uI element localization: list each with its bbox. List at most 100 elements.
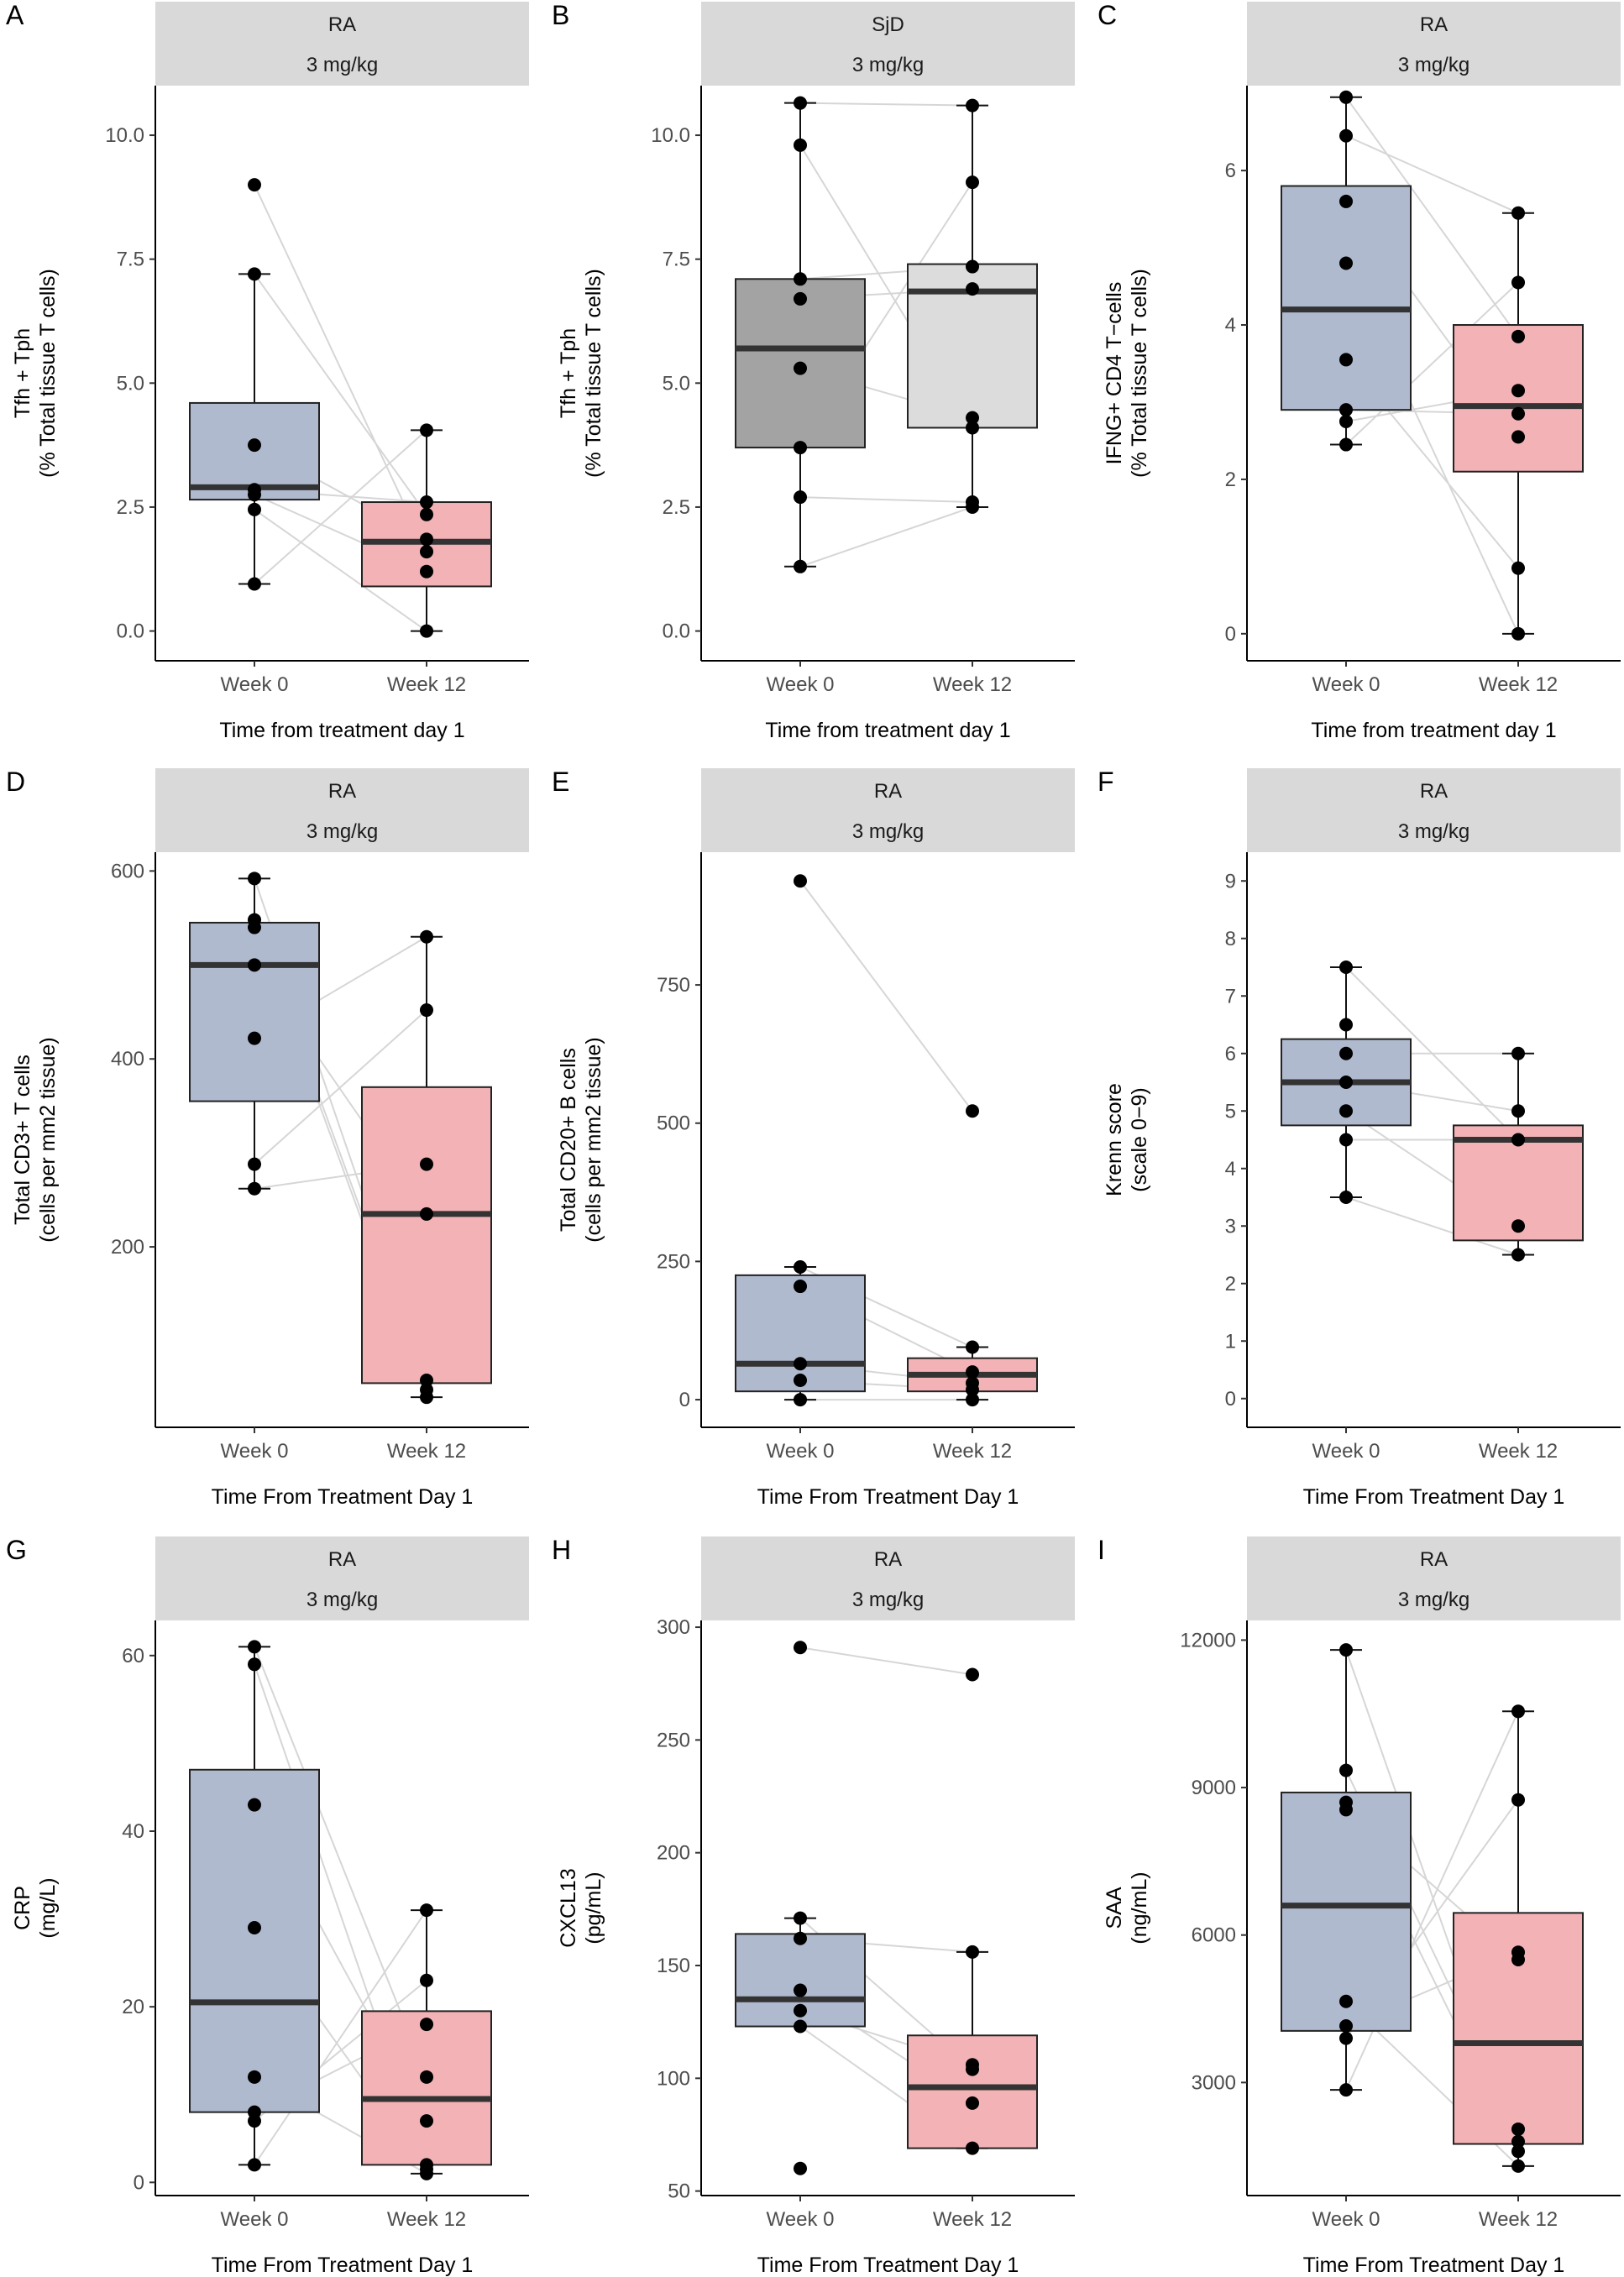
data-point (1511, 2134, 1525, 2149)
y-axis-title: Tfh + Tph (11, 328, 34, 418)
x-tick-label: Week 0 (1312, 673, 1380, 696)
x-tick-label: Week 0 (1312, 1440, 1380, 1463)
panel-letter: E (552, 767, 569, 797)
data-point (1339, 2083, 1353, 2097)
data-point (248, 577, 261, 591)
data-point (420, 2018, 433, 2032)
data-point (1339, 1104, 1353, 1118)
x-tick-label: Week 12 (933, 2208, 1012, 2231)
data-point (966, 1365, 979, 1379)
data-point (248, 1181, 261, 1196)
paired-line (799, 496, 973, 504)
x-tick-label: Week 12 (933, 673, 1012, 696)
data-point (794, 1374, 807, 1388)
paired-line (254, 1009, 427, 1165)
x-tick-label: Week 0 (767, 2208, 835, 2231)
paired-line (799, 505, 973, 568)
y-axis-title: Total CD3+ T cells (11, 1055, 34, 1225)
strip-cohort: SjD (872, 13, 904, 36)
data-point (420, 624, 433, 638)
data-point (248, 872, 261, 886)
data-point (1511, 1793, 1525, 1807)
data-point (794, 138, 807, 152)
paired-line (254, 184, 427, 552)
paired-line (799, 102, 973, 107)
data-point (248, 1031, 261, 1045)
data-point (420, 1903, 433, 1918)
facet-strip (155, 768, 529, 852)
facet-strip (155, 2, 529, 86)
y-axis-subtitle: (% Total tissue T cells) (1128, 269, 1151, 478)
data-point (794, 1259, 807, 1274)
data-point (966, 1667, 979, 1682)
strip-cohort: RA (1420, 780, 1448, 803)
strip-dose: 3 mg/kg (1398, 820, 1469, 843)
panel-c: C RA 3 mg/kg 0 2 4 6 Week 0 Week 12 Time from tre… (1098, 0, 1621, 742)
panel-letter: H (552, 1535, 571, 1565)
data-point (1339, 1803, 1353, 1817)
data-point (420, 2114, 433, 2128)
x-tick-label: Week 12 (387, 673, 466, 696)
strip-dose: 3 mg/kg (306, 820, 378, 843)
data-point (420, 532, 433, 547)
x-tick-label: Week 0 (1312, 2208, 1380, 2231)
paired-line (1345, 97, 1519, 338)
panel-letter: F (1098, 767, 1114, 797)
x-axis-title: Time From Treatment Day 1 (1303, 2253, 1565, 2277)
y-tick-label: 50 (668, 2180, 690, 2203)
data-point (420, 495, 433, 510)
paired-line (799, 1646, 973, 1676)
x-axis-title: Time from treatment day 1 (765, 719, 1010, 742)
data-point (966, 175, 979, 190)
strip-cohort: RA (874, 780, 902, 803)
data-point (420, 564, 433, 578)
data-point (1511, 430, 1525, 444)
y-tick-label: 3 (1225, 1215, 1236, 1238)
y-tick-label: 400 (111, 1048, 144, 1070)
y-tick-label: 8 (1225, 928, 1236, 950)
y-tick-label: 0 (1225, 623, 1236, 646)
y-tick-label: 2 (1225, 468, 1236, 491)
y-axis-title: CXCL13 (557, 1868, 580, 1948)
data-point (420, 423, 433, 437)
facet-strip (701, 2, 1075, 86)
y-tick-label: 0.0 (117, 620, 144, 643)
x-tick-label: Week 12 (1479, 2208, 1558, 2231)
paired-line (254, 429, 427, 585)
y-tick-label: 5.0 (663, 372, 690, 395)
y-tick-label: 750 (657, 974, 690, 997)
panel-e: E RA 3 mg/kg 0 250 500 750 Week 0 Week 12 Time Fr… (552, 767, 1075, 1509)
data-point (966, 259, 979, 274)
x-tick-label: Week 0 (221, 673, 289, 696)
data-point (248, 1657, 261, 1672)
y-tick-label: 4 (1225, 1158, 1236, 1180)
x-tick-label: Week 12 (1479, 1440, 1558, 1463)
data-point (248, 958, 261, 972)
facet-strip (1247, 2, 1621, 86)
data-point (1511, 1104, 1525, 1118)
y-axis-subtitle: (pg/mL) (582, 1871, 605, 1944)
data-point (1339, 256, 1353, 270)
y-tick-label: 20 (122, 1996, 144, 2018)
x-axis-title: Time From Treatment Day 1 (757, 1485, 1019, 1509)
box-1 (361, 2010, 492, 2166)
y-axis-subtitle: (% Total tissue T cells) (36, 269, 60, 478)
data-point (1511, 329, 1525, 343)
y-tick-label: 10.0 (651, 124, 690, 147)
data-point (794, 96, 807, 110)
y-tick-label: 6 (1225, 1043, 1236, 1065)
strip-cohort: RA (328, 13, 356, 36)
data-point (1511, 1046, 1525, 1060)
data-point (248, 267, 261, 281)
data-point (248, 2158, 261, 2172)
data-point (794, 1393, 807, 1407)
y-tick-label: 2.5 (663, 496, 690, 519)
data-point (1339, 1191, 1353, 1204)
paired-line (254, 509, 427, 632)
data-point (1339, 128, 1353, 143)
panel-h: H RA 3 mg/kg 50 100 150 200 250 300 Week 0 Week 12… (552, 1535, 1075, 2277)
data-point (1511, 1133, 1525, 1147)
data-point (248, 1157, 261, 1171)
strip-dose: 3 mg/kg (852, 54, 924, 76)
data-point (1339, 1643, 1353, 1657)
